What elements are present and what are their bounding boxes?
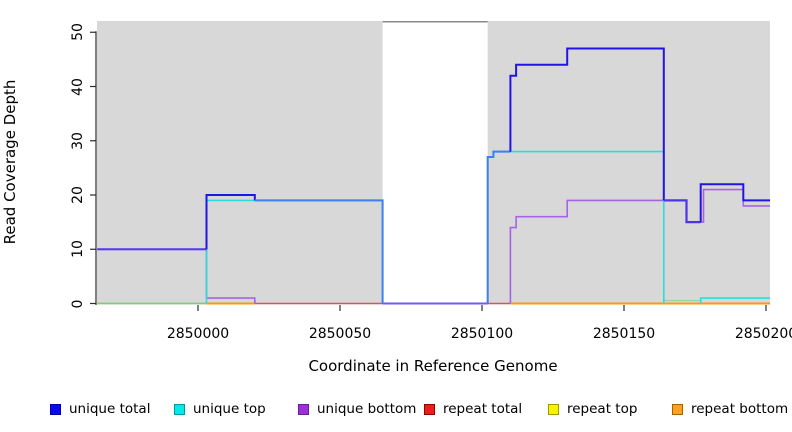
legend-item-repeat-bottom: repeat bottom — [672, 398, 788, 420]
no-data-band — [382, 21, 488, 304]
x-tick-label: 2850150 — [592, 326, 656, 342]
coverage-line — [699, 183, 770, 223]
legend-label: repeat top — [567, 401, 638, 417]
legend-label: repeat bottom — [691, 401, 789, 417]
coverage-line — [205, 194, 256, 250]
legend-item-repeat-top: repeat top — [548, 398, 637, 420]
coverage-line — [509, 47, 665, 201]
coverage-line — [486, 150, 511, 304]
legend: unique total unique top unique bottom re… — [0, 398, 792, 420]
unique-bottom-swatch-icon — [298, 403, 309, 415]
legend-item-unique-bottom: unique bottom — [298, 398, 416, 420]
x-tick-label: 2850200 — [734, 326, 792, 342]
x-tick-label: 2850000 — [166, 326, 230, 342]
legend-label: unique top — [193, 401, 266, 417]
y-tick-label: 50 — [70, 23, 86, 42]
y-tick-label: 10 — [70, 240, 86, 259]
unique-total-swatch-icon — [50, 403, 61, 415]
x-tick-label: 2850100 — [450, 326, 514, 342]
coverage-line — [663, 199, 701, 224]
repeat-total-swatch-icon — [424, 403, 435, 415]
legend-label: unique bottom — [317, 401, 417, 417]
legend-item-repeat-total: repeat total — [424, 398, 522, 420]
legend-label: unique total — [69, 401, 151, 417]
legend-item-unique-top: unique top — [174, 398, 266, 420]
y-axis-title: Read Coverage Depth — [1, 79, 19, 245]
coverage-line — [254, 199, 384, 304]
repeat-top-swatch-icon — [548, 403, 559, 415]
x-tick-label: 2850050 — [308, 326, 372, 342]
coverage-line — [699, 297, 770, 304]
repeat-bottom-swatch-icon — [672, 403, 683, 415]
y-tick-label: 40 — [70, 77, 86, 96]
unique-top-swatch-icon — [174, 403, 185, 415]
y-tick-label: 30 — [70, 131, 86, 150]
x-axis-title: Coordinate in Reference Genome — [308, 357, 558, 375]
legend-label: repeat total — [443, 401, 523, 417]
y-tick-label: 0 — [70, 299, 86, 308]
y-tick-label: 20 — [70, 186, 86, 204]
legend-item-unique-total: unique total — [50, 398, 150, 420]
